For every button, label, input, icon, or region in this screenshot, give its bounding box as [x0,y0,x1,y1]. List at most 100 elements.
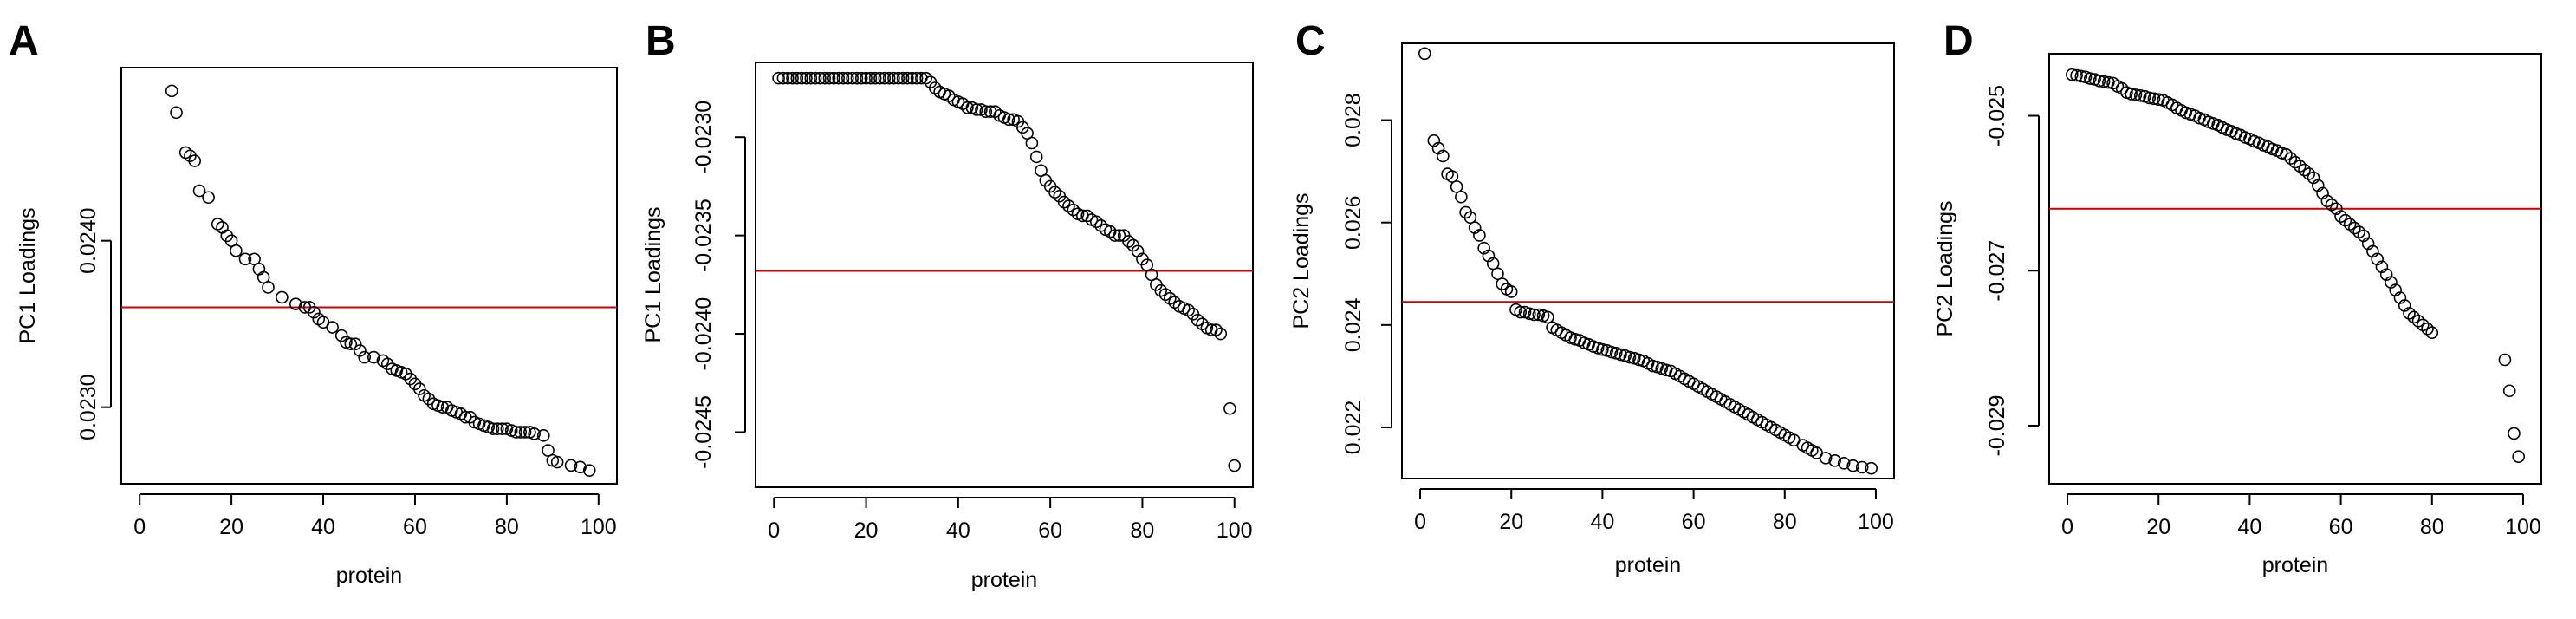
data-point [1168,296,1181,310]
x-tick-label: 100 [2505,515,2541,539]
x-tick-label: 40 [2238,515,2262,539]
data-point [2348,221,2361,235]
data-point [2065,68,2079,81]
x-tick-label: 60 [403,515,427,539]
data-point [412,382,426,395]
data-point [1514,305,1528,319]
data-point [1057,195,1071,209]
data-point [836,71,850,85]
data-point [868,71,882,85]
data-point [790,71,804,85]
x-tick-label: 20 [2146,515,2170,539]
y-tick-label: -0.029 [1985,395,2009,457]
data-point [1067,203,1080,217]
data-point [1837,456,1851,470]
data-point [2411,315,2425,328]
data-point [919,71,932,85]
data-point [887,71,900,85]
y-tick-label: 0.028 [1341,93,1366,147]
x-tick-label: 20 [1499,510,1523,534]
data-point [827,71,840,85]
data-point [2498,353,2512,367]
data-point [795,71,808,85]
data-point [1819,452,1833,465]
data-point [1463,211,1477,225]
x-tick-label: 60 [1038,518,1062,543]
data-point [354,344,367,357]
data-point [188,154,202,167]
scatter-plot: 0 20 40 60 80 100 0.022 0.024 0.026 0.028 protein P… [1289,42,1895,577]
data-point [348,337,362,351]
y-axis-title: PC2 Loadings [1289,192,1314,329]
data-point [776,71,790,85]
data-point [2320,194,2334,208]
data-point [490,422,504,435]
chart-panel-b: B 0 20 40 60 80 100 -0.0230 -0.0235 -0.0240 -0.02… [641,0,1282,619]
data-point [854,71,868,85]
data-point [574,460,587,474]
data-point [2407,310,2421,324]
panel-label: B [646,18,676,64]
x-tick-label: 80 [1773,510,1797,534]
data-point [1605,345,1619,359]
data-point [1122,235,1135,248]
data-point [1089,215,1103,229]
data-point [860,71,873,85]
x-axis-title: protein [971,568,1037,592]
data-point [1164,291,1177,305]
data-point [2334,210,2347,223]
data-point [1094,218,1107,232]
data-point [1029,150,1043,164]
data-point [2325,198,2339,212]
x-tick-label: 0 [1414,510,1426,534]
data-point [772,71,785,85]
data-point [2147,92,2161,106]
data-point [486,422,500,435]
y-tick-label: 0.024 [1341,297,1366,352]
data-point [1623,350,1637,364]
y-tick-label: 0.0230 [76,374,101,440]
data-point [2343,218,2357,231]
data-point [878,71,892,85]
data-point [1445,170,1459,183]
x-tick-label: 0 [2061,515,2073,539]
chart-panel-c: C 0 20 40 60 80 100 0.022 0.024 0.026 0.028 protei… [1289,0,1932,619]
data-point [496,422,509,435]
data-point [1223,401,1236,415]
data-point [202,191,215,205]
data-point [238,252,252,266]
data-point [846,71,859,85]
data-point [896,71,910,85]
data-point [1532,308,1546,322]
data-point [804,71,818,85]
y-tick-label: 0.026 [1341,195,1366,250]
data-point [800,71,813,85]
data-point [928,81,942,94]
data-point [781,71,795,85]
data-point [358,350,372,364]
data-point [1113,229,1126,242]
data-point [1191,313,1204,327]
data-point [1196,317,1209,331]
x-tick-label: 60 [1682,510,1706,534]
data-point [2339,213,2352,227]
data-point [2298,163,2311,177]
data-point [1846,459,1859,472]
data-point [832,71,845,85]
data-point [2512,450,2526,464]
data-point [367,350,380,364]
data-point [1062,199,1075,212]
data-point [2293,160,2307,173]
x-tick-label: 60 [2329,515,2353,539]
x-tick-label: 0 [133,515,146,539]
x-tick-label: 40 [946,518,970,543]
data-point [1528,308,1541,322]
data-point [2129,88,2143,101]
data-point [1025,136,1039,150]
data-point [910,71,924,85]
data-point [170,106,183,120]
data-point [536,429,550,442]
data-point [2416,318,2430,332]
data-point [814,71,827,85]
y-tick-label: -0.025 [1985,85,2009,147]
